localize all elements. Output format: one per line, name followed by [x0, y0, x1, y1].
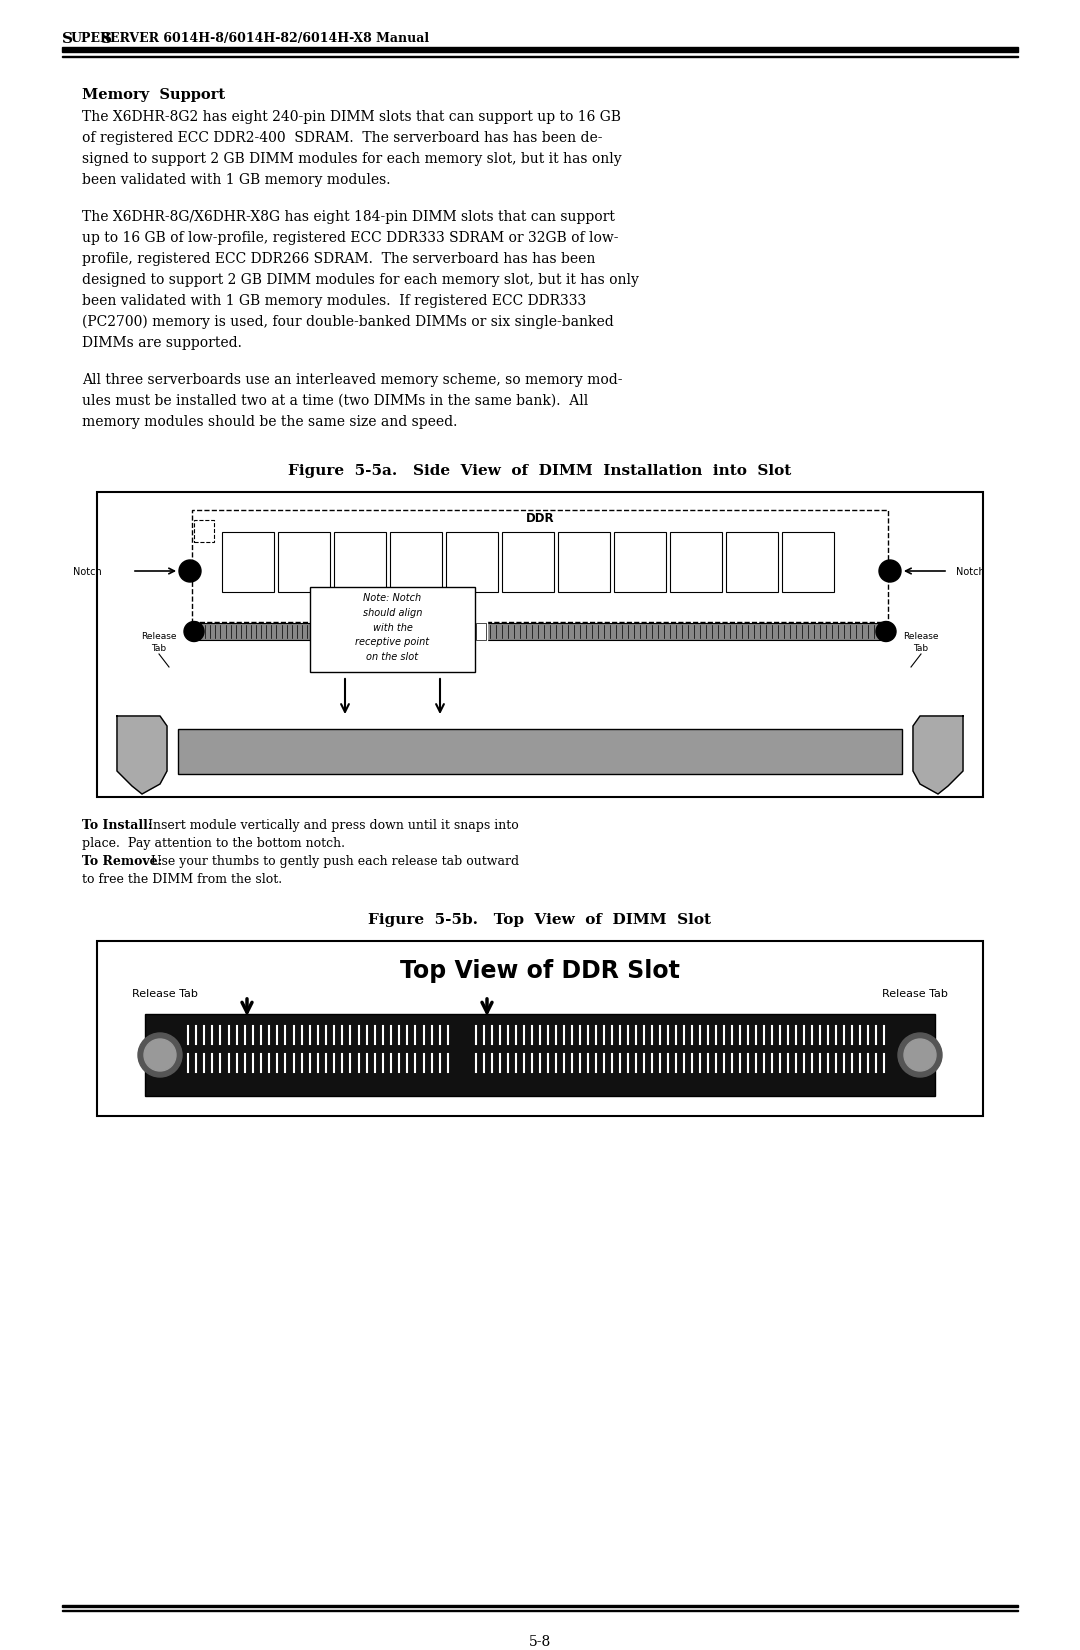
- Text: signed to support 2 GB DIMM modules for each memory slot, but it has only: signed to support 2 GB DIMM modules for …: [82, 152, 622, 167]
- Circle shape: [144, 1040, 176, 1071]
- Bar: [615, 531, 666, 592]
- Text: S: S: [102, 31, 112, 46]
- Bar: [782, 531, 834, 592]
- Text: of registered ECC DDR2-400  SDRAM.  The serverboard has has been de-: of registered ECC DDR2-400 SDRAM. The se…: [82, 130, 603, 145]
- Text: to free the DIMM from the slot.: to free the DIMM from the slot.: [82, 873, 282, 886]
- Text: Release: Release: [141, 632, 177, 640]
- Bar: [390, 531, 442, 592]
- Polygon shape: [117, 716, 167, 794]
- Text: profile, registered ECC DDR266 SDRAM.  The serverboard has has been: profile, registered ECC DDR266 SDRAM. Th…: [82, 252, 595, 266]
- Bar: [476, 624, 486, 640]
- Text: (PC2700) memory is used, four double-banked DIMMs or six single-banked: (PC2700) memory is used, four double-ban…: [82, 315, 613, 330]
- Text: Tab: Tab: [151, 644, 166, 653]
- Bar: [475, 620, 487, 640]
- Bar: [192, 510, 888, 622]
- Circle shape: [904, 1040, 936, 1071]
- Text: The X6DHR-8G2 has eight 240-pin DIMM slots that can support up to 16 GB: The X6DHR-8G2 has eight 240-pin DIMM slo…: [82, 111, 621, 124]
- Circle shape: [876, 622, 896, 642]
- Bar: [558, 531, 610, 592]
- Text: memory modules should be the same size and speed.: memory modules should be the same size a…: [82, 416, 457, 429]
- Bar: [334, 531, 386, 592]
- Bar: [502, 531, 554, 592]
- Bar: [62, 46, 1018, 53]
- Text: up to 16 GB of low-profile, registered ECC DDR333 SDRAM or 32GB of low-: up to 16 GB of low-profile, registered E…: [82, 231, 619, 244]
- Bar: [446, 531, 498, 592]
- Text: place.  Pay attention to the bottom notch.: place. Pay attention to the bottom notch…: [82, 837, 345, 850]
- Text: UPER: UPER: [71, 31, 111, 45]
- Text: Tab: Tab: [914, 644, 929, 653]
- Text: been validated with 1 GB memory modules.  If registered ECC DDR333: been validated with 1 GB memory modules.…: [82, 294, 586, 309]
- Text: Figure  5-5a.   Side  View  of  DIMM  Installation  into  Slot: Figure 5-5a. Side View of DIMM Installat…: [288, 464, 792, 478]
- Bar: [278, 531, 330, 592]
- Bar: [194, 520, 214, 541]
- Circle shape: [138, 1033, 183, 1077]
- Text: 5-8: 5-8: [529, 1635, 551, 1648]
- Text: The X6DHR-8G/X6DHR-X8G has eight 184-pin DIMM slots that can support: The X6DHR-8G/X6DHR-X8G has eight 184-pin…: [82, 210, 615, 224]
- Text: Release Tab: Release Tab: [132, 988, 198, 998]
- Circle shape: [179, 559, 201, 582]
- Text: Use your thumbs to gently push each release tab outward: Use your thumbs to gently push each rele…: [147, 855, 519, 868]
- Circle shape: [184, 622, 204, 642]
- Bar: [310, 587, 475, 672]
- Text: DDR: DDR: [526, 512, 554, 525]
- Text: Release Tab: Release Tab: [882, 988, 948, 998]
- Bar: [97, 940, 983, 1115]
- Text: Top View of DDR Slot: Top View of DDR Slot: [400, 959, 680, 983]
- Text: ERVER 6014H-8/6014H-82/6014H-X8 Manual: ERVER 6014H-8/6014H-82/6014H-X8 Manual: [110, 31, 429, 45]
- Text: DIMMs are supported.: DIMMs are supported.: [82, 337, 242, 350]
- Text: designed to support 2 GB DIMM modules for each memory slot, but it has only: designed to support 2 GB DIMM modules fo…: [82, 272, 639, 287]
- Bar: [670, 531, 723, 592]
- Bar: [145, 1015, 935, 1096]
- Text: Memory  Support: Memory Support: [82, 87, 225, 102]
- Bar: [222, 531, 274, 592]
- Text: S: S: [62, 31, 73, 46]
- Bar: [62, 1605, 1018, 1607]
- Bar: [97, 492, 983, 797]
- Text: Figure  5-5b.   Top  View  of  DIMM  Slot: Figure 5-5b. Top View of DIMM Slot: [368, 912, 712, 927]
- Text: Insert module vertically and press down until it snaps into: Insert module vertically and press down …: [144, 818, 518, 832]
- Text: Notch: Notch: [956, 568, 985, 577]
- Bar: [192, 624, 888, 640]
- Polygon shape: [913, 716, 963, 794]
- Circle shape: [879, 559, 901, 582]
- Text: Note: Notch
should align
with the
receptive point
on the slot: Note: Notch should align with the recept…: [355, 592, 430, 662]
- Text: Release: Release: [903, 632, 939, 640]
- Bar: [178, 729, 902, 774]
- Bar: [726, 531, 778, 592]
- Text: Notch: Notch: [73, 568, 102, 577]
- Text: To Install:: To Install:: [82, 818, 152, 832]
- Text: been validated with 1 GB memory modules.: been validated with 1 GB memory modules.: [82, 173, 391, 186]
- Text: To Remove:: To Remove:: [82, 855, 162, 868]
- Text: All three serverboards use an interleaved memory scheme, so memory mod-: All three serverboards use an interleave…: [82, 373, 622, 388]
- Text: ules must be installed two at a time (two DIMMs in the same bank).  All: ules must be installed two at a time (tw…: [82, 394, 589, 408]
- Circle shape: [897, 1033, 942, 1077]
